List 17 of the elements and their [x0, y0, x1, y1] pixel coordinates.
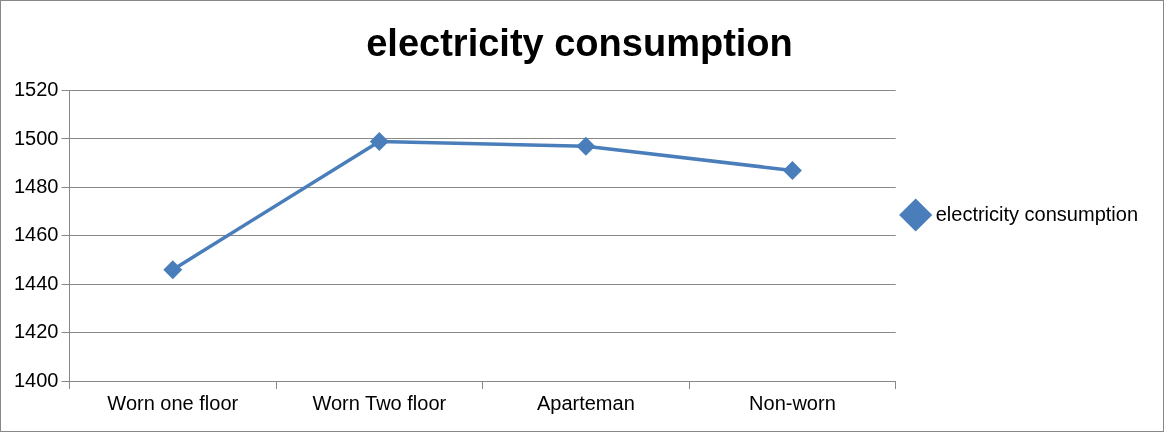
point — [577, 137, 595, 156]
x-tick-label: Worn one floor — [107, 391, 239, 414]
x-tick-label: Non-worn — [749, 391, 836, 414]
point — [783, 161, 802, 180]
chart-title: electricity consumption — [366, 22, 793, 65]
y-tick-label: 1500 — [13, 126, 59, 149]
y-tick-label: 1420 — [13, 320, 59, 343]
x-tick-label: Worn Two floor — [312, 391, 447, 414]
y-tick-label: 1440 — [13, 271, 59, 294]
y-tick-label: 1460 — [13, 223, 59, 246]
legend-label: electricity consumption — [935, 202, 1139, 225]
y-tick-label: 1480 — [13, 174, 59, 197]
x-tick-label: Aparteman — [536, 391, 635, 414]
point — [164, 260, 182, 279]
point — [370, 132, 389, 151]
y-tick-label: 1520 — [13, 78, 59, 101]
y-tick-label: 1400 — [13, 368, 59, 391]
